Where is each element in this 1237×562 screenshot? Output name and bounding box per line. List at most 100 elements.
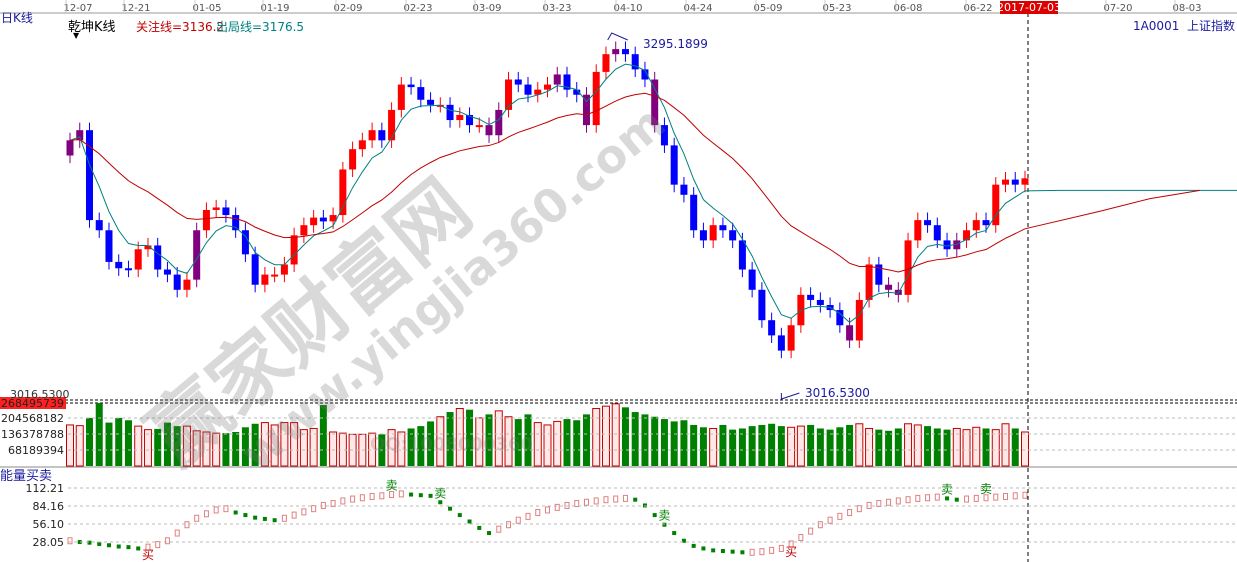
energy-bar — [1022, 491, 1028, 499]
energy-series: 买卖卖卖买卖卖 — [67, 479, 1028, 562]
volume-bar — [826, 429, 834, 466]
focus-line-value: 关注线=3136.2 — [136, 20, 225, 34]
candle-body — [427, 99, 435, 105]
volume-bar — [709, 427, 718, 467]
candle-body — [193, 230, 201, 280]
volume-bar — [913, 424, 922, 467]
candle-body — [1002, 179, 1010, 185]
sell-signal-label: 卖 — [658, 509, 670, 523]
energy-tick-label: 28.05 — [33, 536, 65, 549]
volume-bar — [816, 428, 824, 466]
volume-bar — [738, 428, 746, 466]
energy-bar — [886, 498, 892, 506]
candle-body — [641, 69, 649, 80]
date-tick-label: 07-20 — [1103, 3, 1132, 14]
cursor-date-badge — [1000, 1, 1058, 14]
volume-bar — [875, 429, 883, 466]
date-axis: 12-07 12-21 01-05 01-19 02-09 02-23 03-09 03-23… — [63, 0, 1202, 14]
energy-bar — [847, 509, 853, 517]
volume-bar — [729, 429, 737, 466]
sell-signal-label: 卖 — [941, 482, 953, 496]
energy-bar — [934, 493, 940, 501]
energy-bar — [905, 496, 911, 504]
cursor-date-label: 2017-07-03 — [997, 1, 1061, 14]
volume-bar — [933, 428, 941, 466]
period-label[interactable]: 日K线 — [1, 11, 33, 25]
energy-bar — [583, 498, 589, 506]
candle-body — [349, 149, 357, 170]
candle-body — [241, 230, 249, 255]
energy-bar — [457, 513, 462, 518]
candle-body — [66, 140, 74, 156]
energy-bar — [350, 495, 356, 503]
volume-bar — [143, 429, 152, 467]
energy-bar — [993, 493, 999, 501]
energy-bar — [369, 492, 375, 500]
volume-bar — [66, 424, 74, 467]
energy-bar — [487, 531, 492, 536]
volume-bar — [807, 424, 815, 466]
energy-bar — [973, 494, 979, 502]
candle-body — [290, 235, 298, 265]
energy-bar — [778, 544, 784, 552]
volume-bar — [553, 420, 562, 467]
volume-bar — [904, 423, 913, 467]
volume-bar — [270, 424, 279, 467]
date-tick-label: 02-09 — [333, 3, 362, 14]
candle-body — [963, 230, 971, 241]
indicator-name[interactable]: 乾坤K线 — [68, 20, 116, 35]
exit-line — [69, 63, 1237, 324]
sell-signal-label: 卖 — [386, 479, 398, 493]
volume-bar — [601, 405, 610, 467]
dropdown-arrow-icon[interactable]: ▼ — [73, 31, 80, 40]
candle-body — [144, 245, 152, 250]
energy-bar — [418, 493, 423, 498]
candle-body — [173, 274, 181, 290]
candle-body — [544, 84, 551, 90]
energy-bar — [174, 529, 180, 537]
volume-bar — [173, 426, 181, 466]
candle-body — [456, 114, 464, 121]
energy-bar — [77, 540, 82, 545]
energy-bar — [808, 527, 814, 535]
energy-indicator-title: 能量买卖 — [0, 469, 53, 484]
energy-bar — [866, 501, 872, 509]
energy-bar — [1003, 492, 1009, 500]
energy-bar — [145, 543, 151, 551]
candle-body — [280, 264, 288, 275]
high-annotation: 3295.1899 — [643, 37, 708, 51]
candle-body — [680, 184, 688, 195]
volume-bar — [163, 422, 171, 466]
candle-body — [495, 109, 503, 136]
candle-body — [699, 230, 707, 241]
energy-bar — [798, 534, 804, 542]
candle-body — [329, 215, 337, 222]
candle-body — [602, 54, 610, 72]
candle-body — [134, 249, 142, 270]
date-tick-label: 05-09 — [753, 3, 782, 14]
energy-bar — [837, 512, 843, 520]
candle-body — [475, 125, 483, 128]
volume-bar — [680, 420, 688, 466]
volume-bar — [1011, 428, 1019, 466]
volume-bar — [777, 426, 785, 466]
candle-body — [397, 84, 405, 110]
energy-bar — [213, 506, 219, 514]
volume-bar — [466, 409, 474, 466]
candle-body — [466, 114, 474, 126]
volume-bar — [241, 427, 249, 466]
candle-body — [660, 125, 668, 146]
energy-bar — [438, 500, 443, 505]
energy-bar — [740, 550, 745, 555]
energy-bar — [379, 492, 385, 500]
energy-bar — [262, 516, 267, 521]
energy-bar — [97, 541, 102, 546]
volume-tick-label: 204568182 — [1, 412, 64, 425]
volume-bar — [991, 429, 1000, 467]
candle-body — [319, 217, 327, 222]
volume-bar — [427, 421, 435, 466]
volume-bar — [699, 427, 707, 466]
volume-bar — [387, 429, 396, 467]
energy-bar — [233, 510, 238, 515]
